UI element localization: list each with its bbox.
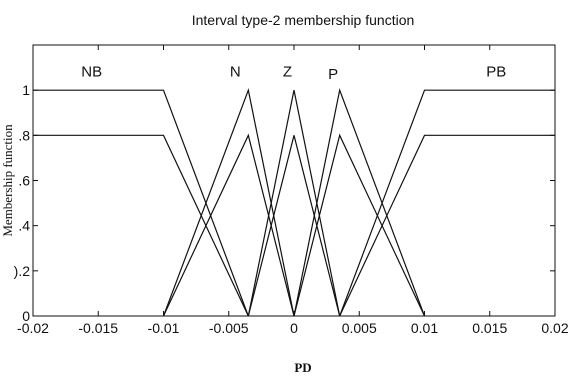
y-axis-label: Membership function <box>0 124 15 237</box>
mf-n-lower-line <box>162 133 295 317</box>
x-tick-label: -0.02 <box>17 320 49 336</box>
chart-title: Interval type-2 membership function <box>192 12 415 28</box>
mf-nb-label: NB <box>81 64 102 81</box>
y-tick-label: ).2 <box>14 263 31 279</box>
mf-pb-upper-line <box>339 89 555 317</box>
mf-p-lower-line <box>293 133 426 317</box>
x-tick-label: 0.02 <box>541 320 568 336</box>
y-tick-label: 0 <box>22 308 30 324</box>
x-tick-label: 0.01 <box>411 320 438 336</box>
plot-area: -0.02 -0.015 -0.01 -0.005 0 0.005 0.01 0.015 0.0… <box>14 44 569 336</box>
mf-z-upper-line <box>247 90 341 317</box>
mf-nb-lower-line <box>33 134 249 317</box>
mf-p-upper-line <box>293 87 426 317</box>
mf-n-upper-line <box>162 87 295 317</box>
y-tick-label: .6 <box>18 173 30 189</box>
mf-z-label: Z <box>283 64 292 81</box>
x-tick-label: -0.01 <box>148 320 180 336</box>
y-tick-label: 1 <box>22 82 30 98</box>
y-tick-label: .4 <box>18 218 30 234</box>
mf-nb-upper-line <box>33 89 249 317</box>
y-tick-label: .8 <box>18 127 30 143</box>
x-tick-label: 0.015 <box>472 320 507 336</box>
mf-n-label: N <box>230 64 241 81</box>
mf-pb-lower-line <box>339 134 555 317</box>
plot-frame <box>32 44 556 317</box>
mf-z-lower-line <box>247 135 341 317</box>
x-tick-label: 0.005 <box>342 320 377 336</box>
x-tick-label: 0 <box>290 320 298 336</box>
mf-p-label: P <box>328 66 338 83</box>
mf-pb-label: PB <box>486 64 506 81</box>
x-axis-label: PD <box>294 360 311 375</box>
x-tick-label: -0.005 <box>209 320 249 336</box>
x-tick-label: -0.015 <box>78 320 118 336</box>
